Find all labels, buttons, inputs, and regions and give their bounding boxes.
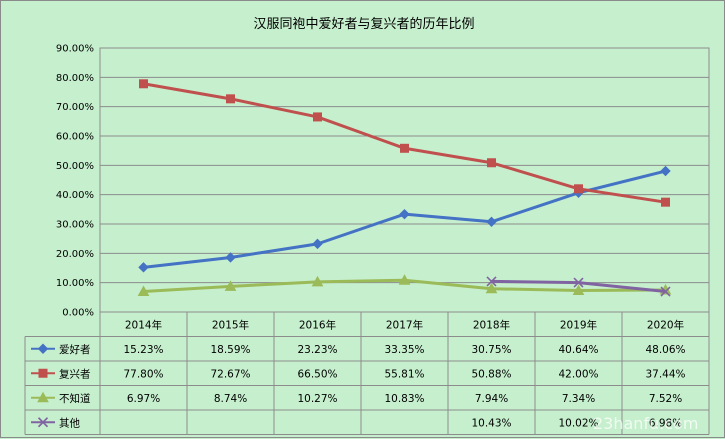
data-point [137,285,150,297]
data-label: 7.34% [562,393,595,405]
data-point [399,208,410,220]
y-tick-label: 30.00% [56,220,94,231]
data-label: 30.75% [471,344,511,356]
legend-series-name: 复兴者 [59,367,91,380]
legend-key-marker [37,391,49,403]
x-category-label: 2016年 [299,318,336,331]
data-label: 72.67% [210,368,250,380]
x-category-label: 2019年 [560,318,597,331]
data-point [224,280,237,291]
data-point [225,252,236,263]
data-label: 50.88% [471,368,511,380]
data-label: 10.83% [384,393,424,405]
data-label: 42.00% [558,368,598,380]
data-label: 15.23% [123,344,163,356]
grid-lines [99,47,710,313]
plot-border [99,47,710,313]
data-point [573,277,584,288]
chart-title: 汉服同袍中爱好者与复兴者的历年比例 [253,16,474,32]
legend-series-name: 不知道 [59,392,91,405]
data-label: 77.80% [123,368,163,380]
data-label: 66.50% [297,368,337,380]
data-point [486,276,497,287]
data-point [572,284,585,295]
data-point [485,282,498,294]
data-label: 7.94% [475,393,508,405]
data-label: 10.27% [297,393,337,405]
legend-key-marker [37,417,49,428]
data-point [313,112,322,122]
y-tick-label: 40.00% [56,190,94,201]
y-tick-label: 10.00% [56,278,94,289]
series-3 [137,274,672,297]
legend-series-name: 其他 [59,416,80,429]
data-label: 8.74% [214,393,247,405]
data-label: 6.98% [649,417,682,429]
data-point [660,286,671,297]
y-axis-tick-labels: 0.00% 10.00% 20.00% 30.00% 40.00% 50.00% 60.00… [56,44,94,319]
data-point [574,184,583,194]
data-point [139,79,148,89]
y-tick-label: 80.00% [56,73,94,84]
x-category-label: 2018年 [473,318,510,331]
watermark-text: 23hanfu.com [593,414,698,433]
data-point [487,158,496,168]
data-label: 10.43% [471,417,511,429]
data-point [138,262,149,273]
data-label: 18.59% [210,344,250,356]
data-point [226,94,235,104]
data-point [398,274,411,285]
y-tick-label: 60.00% [56,132,94,143]
series-line [143,82,666,204]
data-label: 37.44% [645,368,685,380]
legend-key-marker [37,343,49,354]
data-label: 55.81% [384,368,424,380]
y-tick-label: 70.00% [56,102,94,113]
x-category-label: 2017年 [386,318,423,331]
y-tick-label: 50.00% [56,161,94,172]
y-tick-label: 90.00% [56,44,94,55]
data-point [661,197,670,207]
y-tick-label: 20.00% [56,249,94,260]
series-4 [486,276,671,297]
x-category-label: 2014年 [125,318,162,331]
data-label: 7.52% [649,393,682,405]
data-point [312,238,323,250]
data-point [311,275,324,287]
y-tick-label: 0.00% [62,308,94,319]
data-point [400,143,409,153]
x-category-label: 2020年 [647,318,684,331]
data-label: 6.97% [127,393,160,405]
legend-series-name: 爱好者 [59,343,91,356]
legend-key-marker [38,368,48,378]
series-2 [139,79,670,207]
x-category-label: 2015年 [212,318,249,331]
data-label: 10.02% [558,417,598,429]
data-label: 40.64% [558,344,598,356]
data-point [660,165,671,177]
data-label: 23.23% [297,344,337,356]
data-label: 33.35% [384,344,424,356]
series-1 [138,165,671,273]
series-lines [137,79,672,297]
data-point [486,216,497,228]
data-label: 48.06% [645,344,685,356]
